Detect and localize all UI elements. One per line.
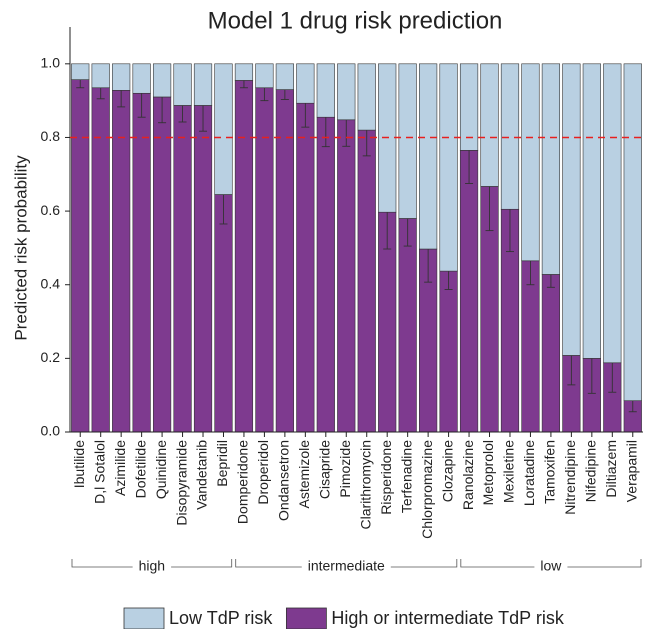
x-tick-label: Pimozide <box>337 440 353 498</box>
x-tick-label: Vandetanib <box>194 440 210 510</box>
x-tick-label: Metoprolol <box>480 440 496 505</box>
bar-segment <box>521 260 540 433</box>
bar-segment <box>439 270 458 433</box>
bar-segment <box>357 129 376 433</box>
x-tick-label: Nifedipine <box>583 440 599 502</box>
bar-segment <box>193 105 213 433</box>
bar-segment <box>214 194 233 433</box>
bar-segment <box>459 150 479 433</box>
y-tick-label: 0.0 <box>41 423 61 439</box>
bar-segment <box>439 63 458 272</box>
group-label: intermediate <box>308 558 385 574</box>
bar-segment <box>71 79 90 433</box>
x-tick-label: Verapamil <box>623 440 639 502</box>
x-tick-label: Risperidone <box>378 440 394 515</box>
bar-segment <box>91 87 110 433</box>
bar-segment <box>173 63 192 106</box>
y-tick-label: 0.2 <box>41 349 61 365</box>
bar-segment <box>275 89 294 433</box>
group-bracket <box>460 559 642 568</box>
x-tick-label: Ibutilide <box>71 440 87 488</box>
x-tick-label: Ondansetron <box>276 440 292 521</box>
y-tick-label: 0.8 <box>41 128 61 144</box>
bar-segment <box>255 87 274 433</box>
legend-label: Low TdP risk <box>169 608 273 628</box>
bar-segment <box>521 63 540 262</box>
x-tick-label: Disopyramide <box>173 440 189 526</box>
bar-segment <box>541 63 561 275</box>
bar-segment <box>234 63 254 81</box>
bar-segment <box>603 63 622 364</box>
x-tick-label: Cisapride <box>317 440 333 499</box>
x-tick-label: Terfenadine <box>398 440 414 513</box>
bar-segment <box>112 90 131 433</box>
chart-title: Model 1 drug risk prediction <box>208 7 503 34</box>
bar-segment <box>255 63 274 89</box>
bar-segment <box>173 105 192 433</box>
bar-segment <box>562 63 581 356</box>
legend-swatch <box>285 607 327 630</box>
bar-segment <box>398 218 417 433</box>
bar-segment <box>500 63 520 210</box>
bar-segment <box>357 63 376 131</box>
x-tick-label: Azimilide <box>112 440 128 496</box>
x-tick-label: Chlorpromazine <box>419 440 435 539</box>
group-label: low <box>540 558 562 574</box>
x-tick-label: Dofetilide <box>132 440 148 499</box>
y-tick-label: 0.6 <box>41 202 61 218</box>
legend-swatch <box>123 607 165 630</box>
bar-segment <box>132 92 151 433</box>
x-tick-label: Loratadine <box>521 440 537 506</box>
legend-label: High or intermediate TdP risk <box>331 608 564 628</box>
group-bracket <box>71 559 233 568</box>
x-tick-label: Tamoxifen <box>542 440 558 504</box>
bar-segment <box>193 63 213 106</box>
group-label: high <box>139 558 165 574</box>
bar-segment <box>296 102 315 433</box>
bar-segment <box>337 119 356 433</box>
x-tick-label: Droperidol <box>255 440 271 505</box>
x-tick-label: Mexiletine <box>501 440 517 503</box>
x-tick-label: Astemizole <box>296 440 312 509</box>
bar-segment <box>132 63 151 94</box>
bar-segment <box>541 274 561 433</box>
bar-segment <box>214 63 233 195</box>
y-tick-label: 1.0 <box>41 55 61 71</box>
bar-segment <box>316 63 335 118</box>
bar-segment <box>623 63 642 402</box>
bar-segment <box>152 63 172 98</box>
x-tick-label: Diltiazem <box>603 440 619 498</box>
x-tick-label: Clarithromycin <box>357 440 373 529</box>
bar-segment <box>71 63 90 80</box>
bar-segment <box>459 63 479 151</box>
x-tick-label: D,l Sotalol <box>91 440 107 504</box>
x-tick-label: Bepridil <box>214 440 230 487</box>
group-bracket <box>235 559 458 568</box>
x-tick-label: Quinidine <box>153 440 169 499</box>
bar-segment <box>91 63 110 89</box>
x-tick-label: Domperidone <box>235 440 251 524</box>
bar-segment <box>152 96 172 433</box>
bar-segment <box>296 63 315 104</box>
y-tick-label: 0.4 <box>41 275 61 291</box>
bar-segment <box>337 63 356 121</box>
x-tick-label: Nitrendipine <box>562 440 578 515</box>
x-tick-label: Clozapine <box>439 440 455 502</box>
bar-segment <box>398 63 417 219</box>
bar-segment <box>480 63 499 187</box>
bar-segment <box>419 63 438 250</box>
bar-segment <box>234 80 254 433</box>
y-axis-label: Predicted risk probability <box>11 155 30 341</box>
bar-segment <box>112 63 131 91</box>
x-tick-label: Ranolazine <box>460 440 476 510</box>
bar-segment <box>316 116 335 433</box>
bar-segment <box>275 63 294 90</box>
bar-segment <box>582 63 601 359</box>
